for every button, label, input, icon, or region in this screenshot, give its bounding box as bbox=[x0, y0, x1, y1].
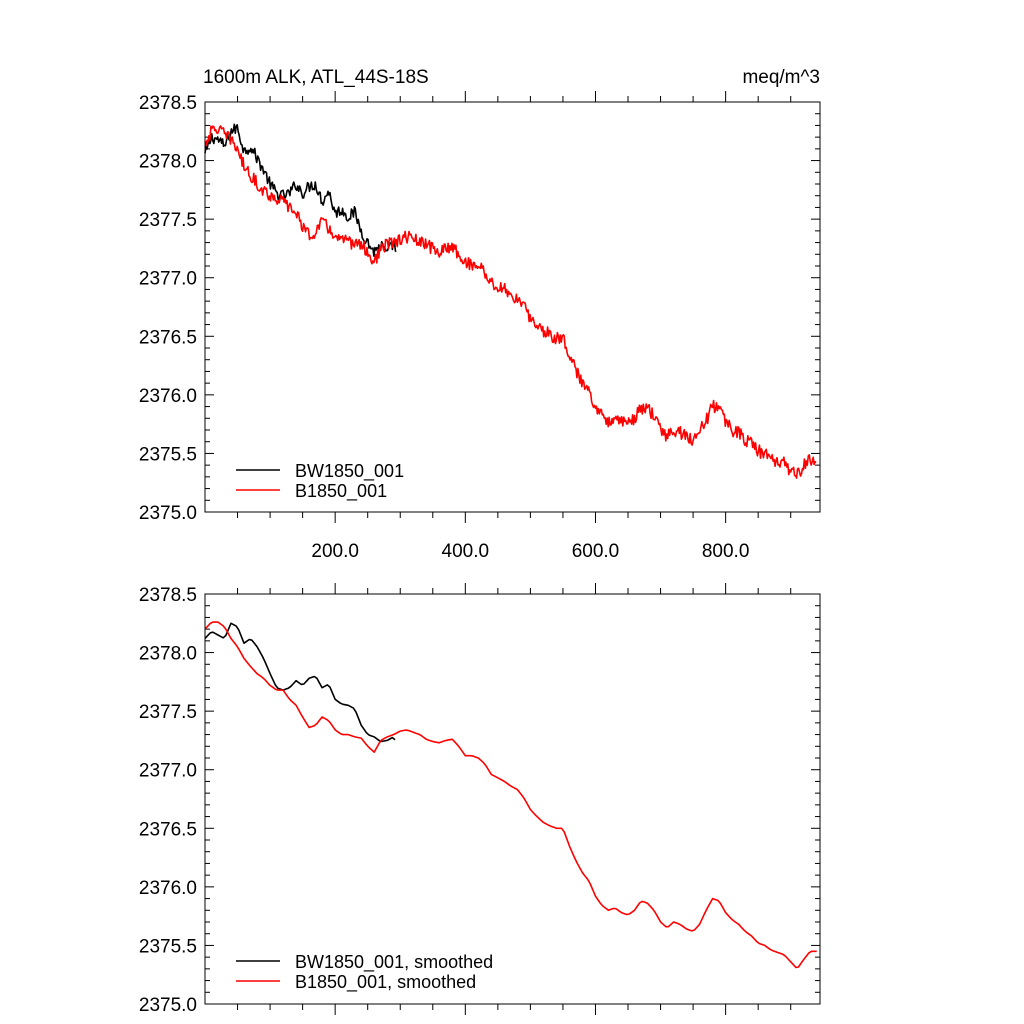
y-tick-label: 2378.5 bbox=[139, 93, 197, 114]
legend-label-b1850: B1850_001 bbox=[295, 481, 387, 502]
legend-label-b1850-smoothed: B1850_001, smoothed bbox=[295, 972, 476, 993]
series-line-b1850-001-smoothed bbox=[204, 621, 817, 969]
chart-units: meq/m^3 bbox=[742, 67, 820, 88]
series-line-b1850-001 bbox=[204, 125, 817, 479]
bottom-series-lines bbox=[204, 621, 817, 969]
y-tick-label: 2376.5 bbox=[139, 819, 197, 840]
series-line-bw1850-001-smoothed bbox=[204, 622, 396, 743]
top-series-lines bbox=[204, 123, 817, 479]
y-tick-label: 2376.5 bbox=[139, 327, 197, 348]
top-plot-frame bbox=[204, 101, 821, 513]
y-tick-label: 2375.0 bbox=[139, 503, 197, 524]
legend-label-bw1850-smoothed: BW1850_001, smoothed bbox=[295, 952, 493, 973]
bottom-plot-frame bbox=[204, 593, 821, 1005]
y-tick-label: 2377.5 bbox=[139, 210, 197, 231]
top-axes: 2375.0 2375.5 2376.0 2376.5 2377.0 2377.5 2378… bbox=[139, 91, 820, 562]
top-legend: BW1850_001 B1850_001 bbox=[236, 461, 404, 502]
bottom-legend: BW1850_001, smoothed B1850_001, smoothed bbox=[236, 952, 493, 993]
y-tick-label: 2378.5 bbox=[139, 585, 197, 606]
y-tick-label: 2375.5 bbox=[139, 936, 197, 957]
y-tick-label: 2376.0 bbox=[139, 386, 197, 407]
y-tick-label: 2377.5 bbox=[139, 702, 197, 723]
y-tick-label: 2378.0 bbox=[139, 152, 197, 173]
chart-title: 1600m ALK, ATL_44S-18S bbox=[203, 67, 429, 88]
x-tick-label: 400.0 bbox=[442, 541, 490, 562]
y-tick-label: 2377.0 bbox=[139, 761, 197, 782]
y-tick-label: 2377.0 bbox=[139, 269, 197, 290]
x-tick-label: 600.0 bbox=[572, 541, 620, 562]
y-tick-label: 2378.0 bbox=[139, 644, 197, 665]
y-tick-label: 2375.5 bbox=[139, 444, 197, 465]
top-chart-panel: 1600m ALK, ATL_44S-18S meq/m^3 2375.0237… bbox=[139, 67, 821, 562]
x-tick-label: 200.0 bbox=[311, 541, 359, 562]
y-tick-label: 2375.0 bbox=[139, 995, 197, 1016]
bottom-axes: 2375.0 2375.5 2376.0 2376.5 2377.0 2377.5 2378… bbox=[139, 583, 820, 1016]
x-tick-label: 800.0 bbox=[702, 541, 750, 562]
y-tick-label: 2376.0 bbox=[139, 878, 197, 899]
bottom-chart-panel: 2375.0 2375.5 2376.0 2376.5 2377.0 2377.5 2378… bbox=[139, 583, 821, 1016]
legend-label-bw1850: BW1850_001 bbox=[295, 461, 404, 482]
